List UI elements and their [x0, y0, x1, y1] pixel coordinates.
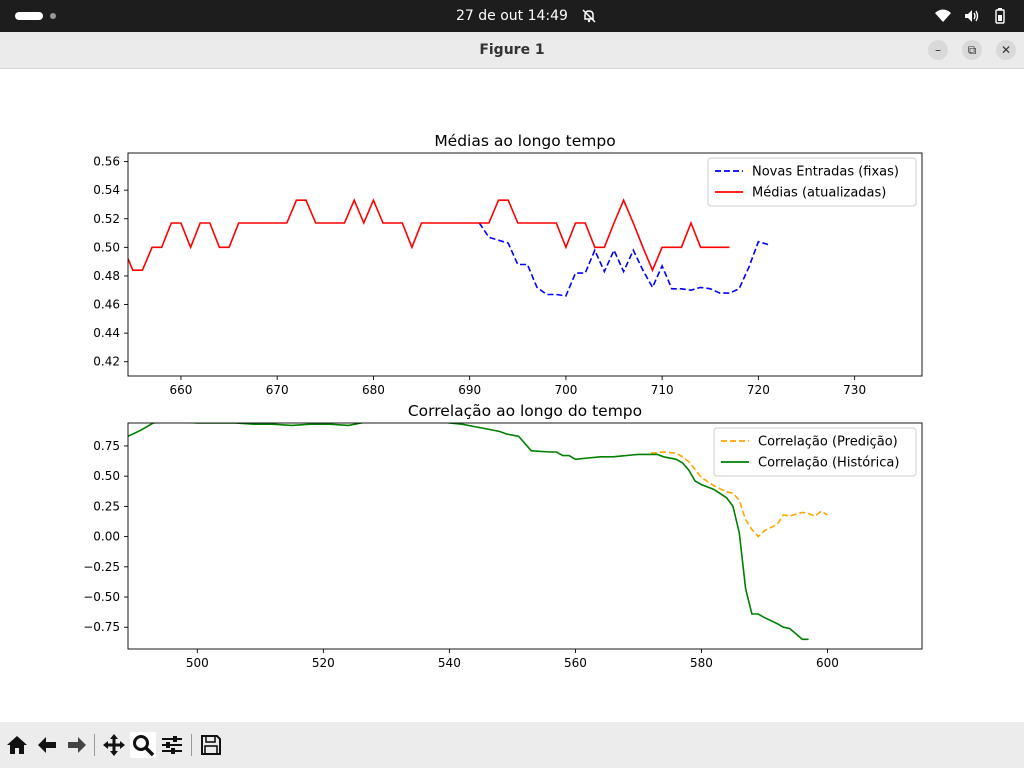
- battery-icon[interactable]: [993, 7, 1007, 25]
- chart1-legend-label-2: Médias (atualizadas): [752, 186, 886, 201]
- chart1-x-tick-label: 670: [266, 383, 289, 397]
- chart1-x-tick-label: 710: [651, 383, 674, 397]
- chart2-legend-box: [713, 427, 917, 477]
- chart2-series-line-2: [128, 423, 809, 641]
- window-title: Figure 1: [479, 42, 545, 58]
- zoom-icon[interactable]: [130, 732, 156, 758]
- notifications-muted-icon: [582, 9, 596, 23]
- chart1-y-tick-label: 0.42: [93, 355, 120, 369]
- window-title-bar: Figure 1 – ⧉ ✕: [0, 32, 1024, 69]
- forward-icon[interactable]: [64, 732, 90, 758]
- chart1-series-line-1: [478, 222, 769, 297]
- navigation-toolbar: [0, 722, 1024, 768]
- chart1-x-tick-label: 700: [554, 383, 577, 397]
- chart2-y-tick-label: −0.25: [83, 560, 120, 574]
- chart2-y-tick-label: −0.75: [83, 620, 120, 634]
- chart1-y-tick-label: 0.52: [93, 212, 120, 226]
- save-icon[interactable]: [198, 732, 224, 758]
- close-button[interactable]: ✕: [996, 40, 1016, 60]
- chart1-y-tick-label: 0.48: [93, 269, 120, 283]
- chart2-y-tick-label: 0.00: [93, 530, 120, 544]
- chart1-series-line-2: [128, 198, 730, 273]
- chart1-y-tick-label: 0.44: [93, 326, 120, 340]
- chart1-legend-box: [707, 157, 917, 207]
- chart2-x-tick-label: 600: [816, 656, 839, 670]
- workspace-dot: [50, 13, 56, 19]
- toolbar-separator: [191, 734, 192, 756]
- figure-canvas[interactable]: 660 670 680 690 700 710 720 730 0.42 0.44 0.46 0.48…: [0, 69, 1024, 722]
- volume-icon[interactable]: [963, 8, 981, 24]
- home-icon[interactable]: [4, 732, 30, 758]
- chart2-y-tick-label: 0.75: [93, 439, 120, 453]
- chart2-x-tick-label: 580: [690, 656, 713, 670]
- activities-indicator[interactable]: [15, 12, 43, 20]
- chart2-title: Correlação ao longo do tempo: [408, 402, 642, 420]
- chart1-x-tick-label: 720: [747, 383, 770, 397]
- chart1-x-tick-label: 680: [362, 383, 385, 397]
- chart1-y-tick-label: 0.46: [93, 298, 120, 312]
- maximize-button[interactable]: ⧉: [962, 40, 982, 60]
- chart1-x-tick-label: 730: [843, 383, 866, 397]
- chart1-title: Médias ao longo tempo: [434, 132, 615, 150]
- chart2-y-tick-label: −0.50: [83, 590, 120, 604]
- system-top-bar: 27 de out 14:49: [0, 0, 1024, 32]
- clock[interactable]: 27 de out 14:49: [456, 8, 568, 24]
- chart2-y-tick-label: 0.50: [93, 469, 120, 483]
- chart2-x-tick-label: 500: [186, 656, 209, 670]
- chart1-axes-frame: [127, 152, 923, 377]
- back-icon[interactable]: [34, 732, 60, 758]
- chart1-y-tick-label: 0.56: [93, 155, 120, 169]
- wifi-icon[interactable]: [934, 8, 952, 24]
- pan-icon[interactable]: [101, 732, 127, 758]
- chart2-x-tick-label: 520: [312, 656, 335, 670]
- chart2-axes-frame: [127, 422, 923, 650]
- chart1-x-tick-label: 660: [169, 383, 192, 397]
- configure-icon[interactable]: [159, 732, 185, 758]
- chart2-legend-label-2: Correlação (Histórica): [758, 456, 899, 471]
- chart2-legend-label-1: Correlação (Predição): [758, 435, 898, 450]
- chart1-y-tick-label: 0.54: [93, 183, 120, 197]
- chart2-x-tick-label: 540: [438, 656, 461, 670]
- figure-svg: 660 670 680 690 700 710 720 730 0.42 0.44 0.46 0.48…: [83, 132, 923, 670]
- chart1-y-tick-label: 0.50: [93, 240, 120, 254]
- chart2-series-line-1: [650, 451, 828, 538]
- chart2-x-tick-label: 560: [564, 656, 587, 670]
- chart1-legend-label-1: Novas Entradas (fixas): [752, 165, 899, 180]
- chart1-x-tick-label: 690: [458, 383, 481, 397]
- toolbar-separator: [94, 734, 95, 756]
- minimize-button[interactable]: –: [928, 40, 948, 60]
- chart2-y-tick-label: 0.25: [93, 499, 120, 513]
